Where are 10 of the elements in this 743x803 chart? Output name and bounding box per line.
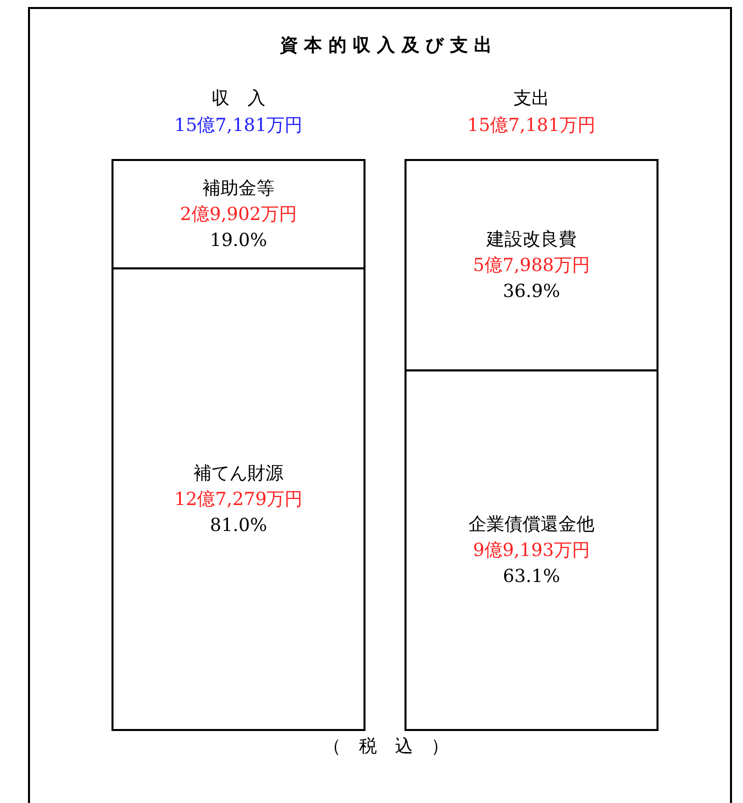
text: （ 税 込 ） <box>323 736 449 757</box>
data-label: 企業債償還金他 9億9,193万円 63.1% <box>468 514 594 588</box>
total-label: 15億7,181万円 <box>467 115 596 136</box>
chart-title: 資 本 的 収 入 及 び 支 出 <box>278 35 492 56</box>
total-label: 15億7,181万円 <box>174 115 303 136</box>
x-tick-label: 収 入 <box>212 88 266 109</box>
data-label: 補てん財源 12億7,279万円 81.0% <box>174 463 303 536</box>
data-label: 建設改良費 5億7,988万円 36.9% <box>473 229 590 302</box>
data-label: 補助金等 2億9,902万円 19.0% <box>180 178 297 252</box>
x-tick-label: 支出 <box>514 88 550 109</box>
